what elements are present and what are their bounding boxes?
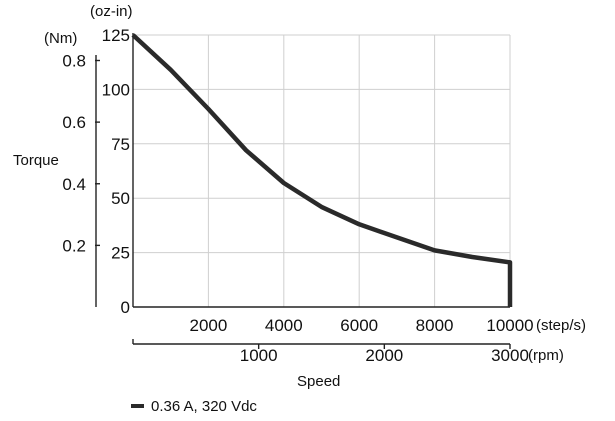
secondary-x-unit: (rpm)	[528, 347, 564, 364]
tick-labels: 0 25 50 75 100 125 0.2 0.4 0.6 0.8 2000 4000 6000 800…	[62, 26, 533, 365]
secondary-x-tick-label: 3000	[491, 346, 529, 365]
x-axis-label: Speed	[297, 373, 340, 390]
legend-label: 0.36 A, 320 Vdc	[151, 398, 257, 415]
y-tick-label: 100	[102, 80, 130, 99]
y-axis-label: Torque	[13, 152, 59, 169]
secondary-y-tick-label: 0.2	[62, 236, 86, 255]
secondary-y-unit: (Nm)	[44, 30, 77, 47]
primary-y-unit: (oz-in)	[90, 3, 133, 20]
y-tick-label: 0	[121, 298, 130, 317]
secondary-x-tick-label: 1000	[240, 346, 278, 365]
series-layer	[131, 33, 513, 307]
y-tick-label: 25	[111, 244, 130, 263]
secondary-y-tick-label: 0.4	[62, 175, 86, 194]
secondary-y-tick-label: 0.6	[62, 113, 86, 132]
x-tick-label: 2000	[189, 316, 227, 335]
x-tick-label: 6000	[340, 316, 378, 335]
secondary-x-tick-label: 2000	[365, 346, 403, 365]
primary-x-unit: (step/s)	[536, 317, 586, 334]
legend: 0.36 A, 320 Vdc	[131, 398, 257, 415]
y-tick-label: 125	[102, 26, 130, 45]
x-tick-label: 4000	[265, 316, 303, 335]
grid-lines	[133, 34, 511, 307]
secondary-y-tick-label: 0.8	[62, 52, 86, 71]
x-tick-label: 8000	[416, 316, 454, 335]
axes	[95, 33, 511, 349]
y-tick-label: 50	[111, 189, 130, 208]
y-tick-label: 75	[111, 135, 130, 154]
x-tick-label: 10000	[486, 316, 533, 335]
series-line-torque	[131, 33, 513, 307]
